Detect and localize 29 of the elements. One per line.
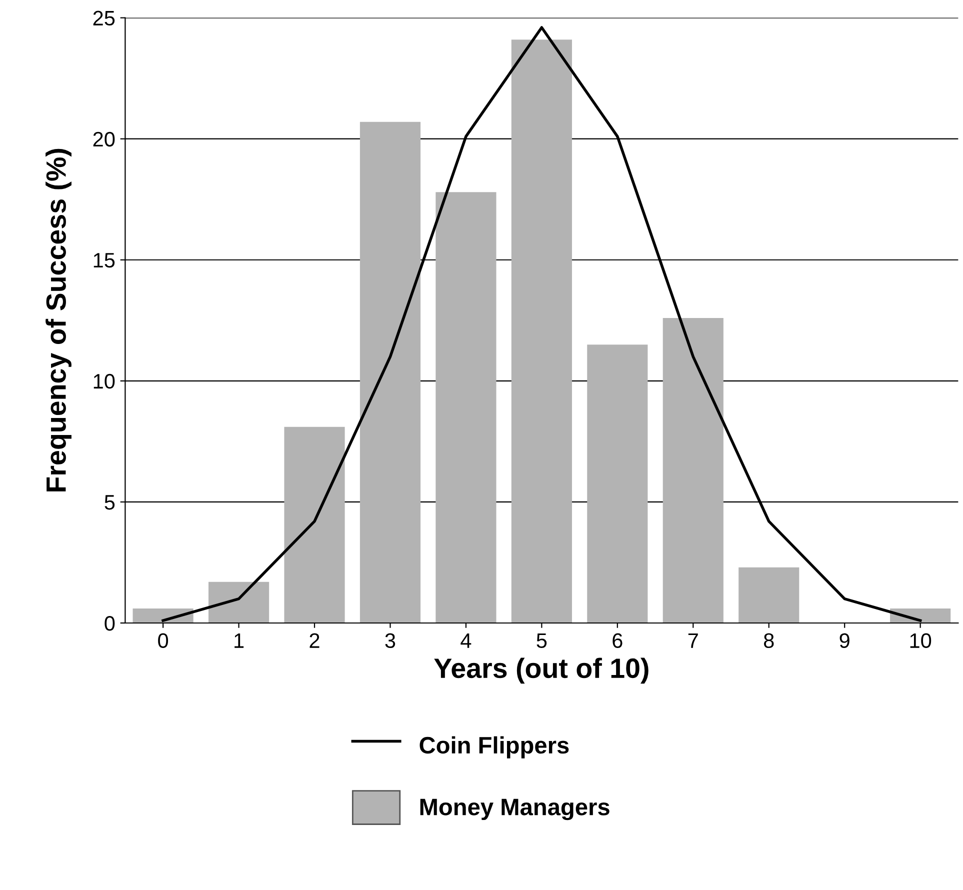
y-tick-label: 0 xyxy=(104,616,115,631)
x-tick-label: 4 xyxy=(460,633,472,648)
x-tick-label: 2 xyxy=(310,633,320,648)
bar xyxy=(436,192,496,623)
y-tick-label: 20 xyxy=(93,132,115,147)
x-tick-label: 5 xyxy=(536,633,547,648)
x-tick-label: 7 xyxy=(688,633,698,648)
x-tick-label: 0 xyxy=(158,633,168,648)
bar xyxy=(208,582,270,623)
x-tick-label: 6 xyxy=(612,633,622,648)
y-tick-label: 5 xyxy=(104,495,115,510)
legend-label: Coin Flippers xyxy=(420,736,569,758)
x-tick-label: 3 xyxy=(385,633,396,648)
y-tick-label: 15 xyxy=(94,253,115,268)
x-tick-label: 10 xyxy=(910,633,932,648)
x-tick-label: 1 xyxy=(234,633,244,648)
bar xyxy=(662,318,724,623)
x-axis-title: Years (out of 10) xyxy=(434,658,648,684)
x-tick-label: 9 xyxy=(840,633,850,648)
bar xyxy=(511,40,572,623)
y-tick-label: 10 xyxy=(94,374,115,389)
bar xyxy=(738,567,800,623)
bar xyxy=(360,122,421,623)
x-tick-label: 8 xyxy=(764,633,774,648)
bar xyxy=(284,426,345,623)
legend-label: Money Managers xyxy=(420,798,610,820)
y-axis-title: Frequency of Success (%) xyxy=(46,148,72,492)
bar xyxy=(587,344,648,623)
y-tick-label: 25 xyxy=(93,10,115,26)
